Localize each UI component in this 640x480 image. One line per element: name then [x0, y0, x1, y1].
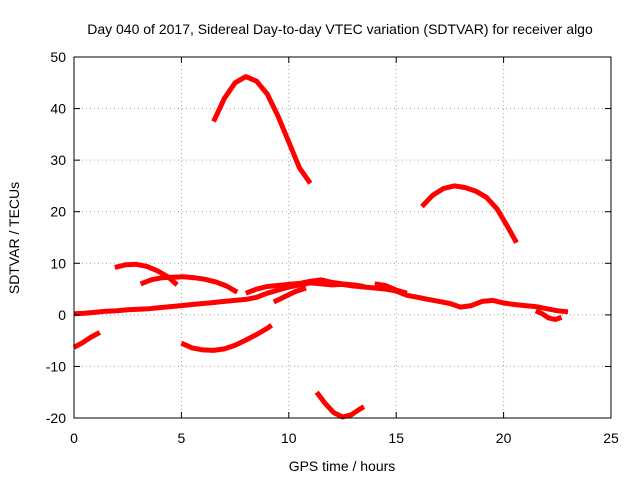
- y-tick-label: 0: [58, 307, 66, 323]
- series-arc-9: [72, 330, 101, 350]
- x-tick-label: 10: [281, 430, 297, 446]
- series-arc-7: [374, 281, 408, 296]
- series-arc-4: [139, 274, 239, 295]
- y-tick-label: -20: [46, 410, 66, 426]
- series-arc-6: [244, 277, 365, 296]
- series-arc-12: [534, 308, 563, 322]
- x-tick-label: 0: [70, 430, 78, 446]
- x-tick-label: 5: [178, 430, 186, 446]
- y-tick-label: 50: [50, 49, 66, 65]
- series-arc-11: [314, 390, 366, 420]
- x-tick-label: 15: [388, 430, 404, 446]
- y-tick-label: 30: [50, 152, 66, 168]
- y-axis-title: SDTVAR / TECUs: [6, 182, 22, 294]
- y-tick-label: -10: [46, 358, 66, 374]
- grid: [74, 57, 611, 418]
- series-arc-5: [73, 280, 569, 317]
- chart-title: Day 040 of 2017, Sidereal Day-to-day VTE…: [87, 21, 593, 37]
- x-tick-label: 25: [603, 430, 619, 446]
- series-arc-2: [420, 183, 519, 244]
- y-tick-label: 10: [50, 255, 66, 271]
- series-arc-1: [211, 74, 313, 185]
- x-axis-title: GPS time / hours: [289, 458, 396, 474]
- y-tick-label: 40: [50, 101, 66, 117]
- series-group: [72, 74, 569, 420]
- ticks: 0 5 10 15 20 25 -20 -10 0 10 20 30 40 50: [46, 49, 619, 446]
- x-tick-label: 20: [496, 430, 512, 446]
- y-tick-label: 20: [50, 204, 66, 220]
- series-arc-8: [272, 285, 307, 305]
- series-arc-10: [180, 323, 274, 353]
- plot-frame: [73, 56, 612, 419]
